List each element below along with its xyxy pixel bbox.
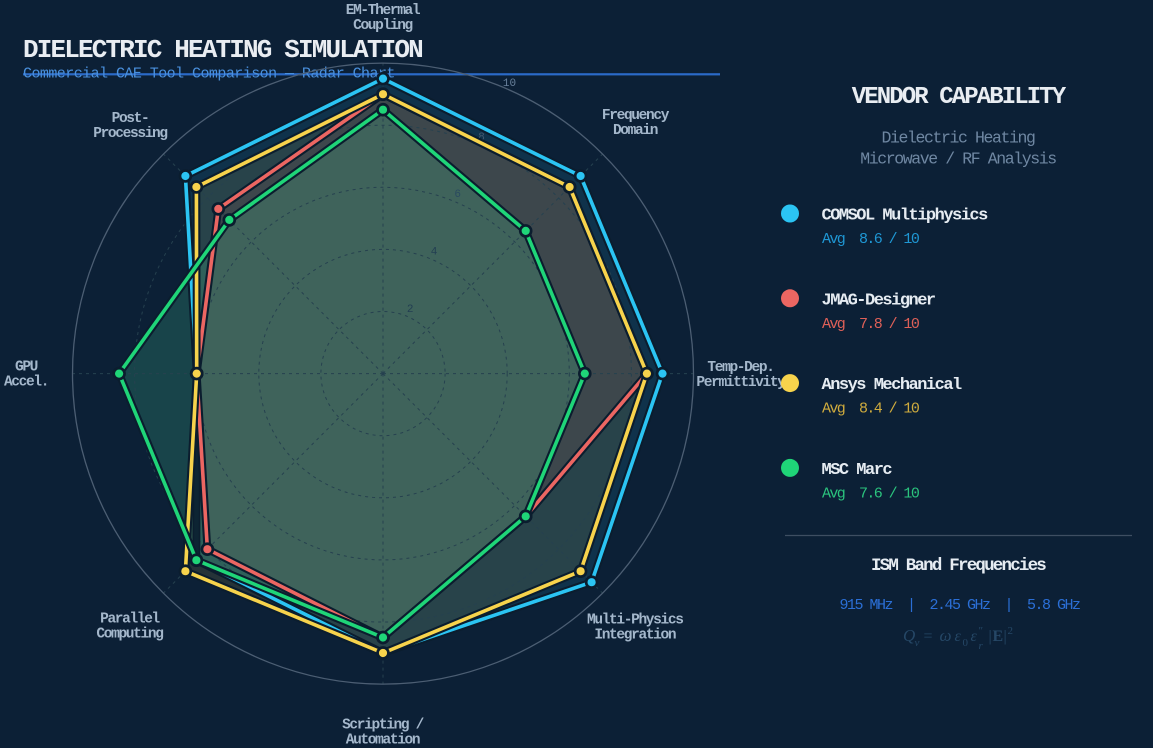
svg-text:EM-Thermal: EM-Thermal [346, 3, 421, 19]
svg-text:Coupling: Coupling [353, 18, 412, 34]
svg-text:2: 2 [1008, 625, 1014, 637]
svg-text:=: = [924, 628, 933, 645]
svg-text:Computing: Computing [96, 627, 163, 643]
svg-text:v: v [915, 637, 920, 649]
svg-text:Dielectric Heating: Dielectric Heating [881, 129, 1035, 148]
svg-text:Parallel: Parallel [100, 612, 160, 628]
svg-text:Commercial CAE Tool Comparison: Commercial CAE Tool Comparison — Radar C… [23, 66, 395, 83]
svg-text:Processing: Processing [93, 126, 167, 142]
svg-text:6: 6 [454, 189, 461, 201]
svg-text:MSC Marc: MSC Marc [822, 461, 893, 480]
svg-text:″: ″ [979, 625, 984, 637]
svg-text:0: 0 [963, 637, 969, 649]
svg-text:2: 2 [407, 304, 414, 316]
svg-text:915 MHz | 2.45 GHz | 5.8 G: 915 MHz | 2.45 GHz | 5.8 GHz [839, 597, 1080, 614]
svg-text:Permittivity: Permittivity [696, 375, 786, 391]
svg-text:Automation: Automation [346, 732, 420, 748]
svg-text:VENDOR CAPABILITY: VENDOR CAPABILITY [852, 84, 1067, 111]
svg-text:DIELECTRIC HEATING SIMULATION: DIELECTRIC HEATING SIMULATION [23, 35, 422, 65]
svg-text:ISM Band Frequencies: ISM Band Frequencies [871, 556, 1046, 576]
svg-text:Frequency: Frequency [602, 108, 670, 124]
svg-text:10: 10 [503, 78, 516, 90]
svg-text:Multi-Physics: Multi-Physics [587, 613, 683, 629]
svg-text:Integration: Integration [594, 628, 676, 644]
svg-text:|: | [1004, 628, 1007, 645]
svg-text:COMSOL Multiphysics: COMSOL Multiphysics [822, 207, 989, 226]
svg-text:4: 4 [431, 247, 438, 259]
svg-text:ε: ε [971, 628, 978, 645]
svg-text:Avg 7.6 / 10: Avg 7.6 / 10 [822, 485, 920, 502]
svg-text:8: 8 [478, 132, 485, 144]
svg-text:Ansys Mechanical: Ansys Mechanical [822, 376, 963, 395]
svg-text:Avg 8.6 / 10: Avg 8.6 / 10 [822, 231, 920, 248]
svg-text:E: E [993, 628, 1004, 645]
svg-text:JMAG-Designer: JMAG-Designer [822, 291, 935, 310]
svg-text:Accel.: Accel. [4, 375, 48, 391]
svg-text:Temp-Dep.: Temp-Dep. [707, 360, 773, 376]
svg-text:Scripting /: Scripting / [342, 717, 425, 733]
svg-text:r: r [979, 640, 984, 652]
svg-text:Q: Q [903, 626, 915, 645]
svg-text:|: | [989, 628, 992, 645]
svg-text:GPU: GPU [15, 360, 38, 376]
svg-text:Avg 8.4 / 10: Avg 8.4 / 10 [822, 401, 920, 418]
svg-text:Post-: Post- [112, 111, 149, 127]
svg-text:ε: ε [955, 628, 962, 645]
svg-text:Microwave / RF Analysis: Microwave / RF Analysis [860, 150, 1056, 169]
svg-text:ω: ω [940, 626, 952, 645]
svg-text:Avg 7.8 / 10: Avg 7.8 / 10 [822, 316, 920, 333]
svg-text:Domain: Domain [613, 123, 658, 139]
